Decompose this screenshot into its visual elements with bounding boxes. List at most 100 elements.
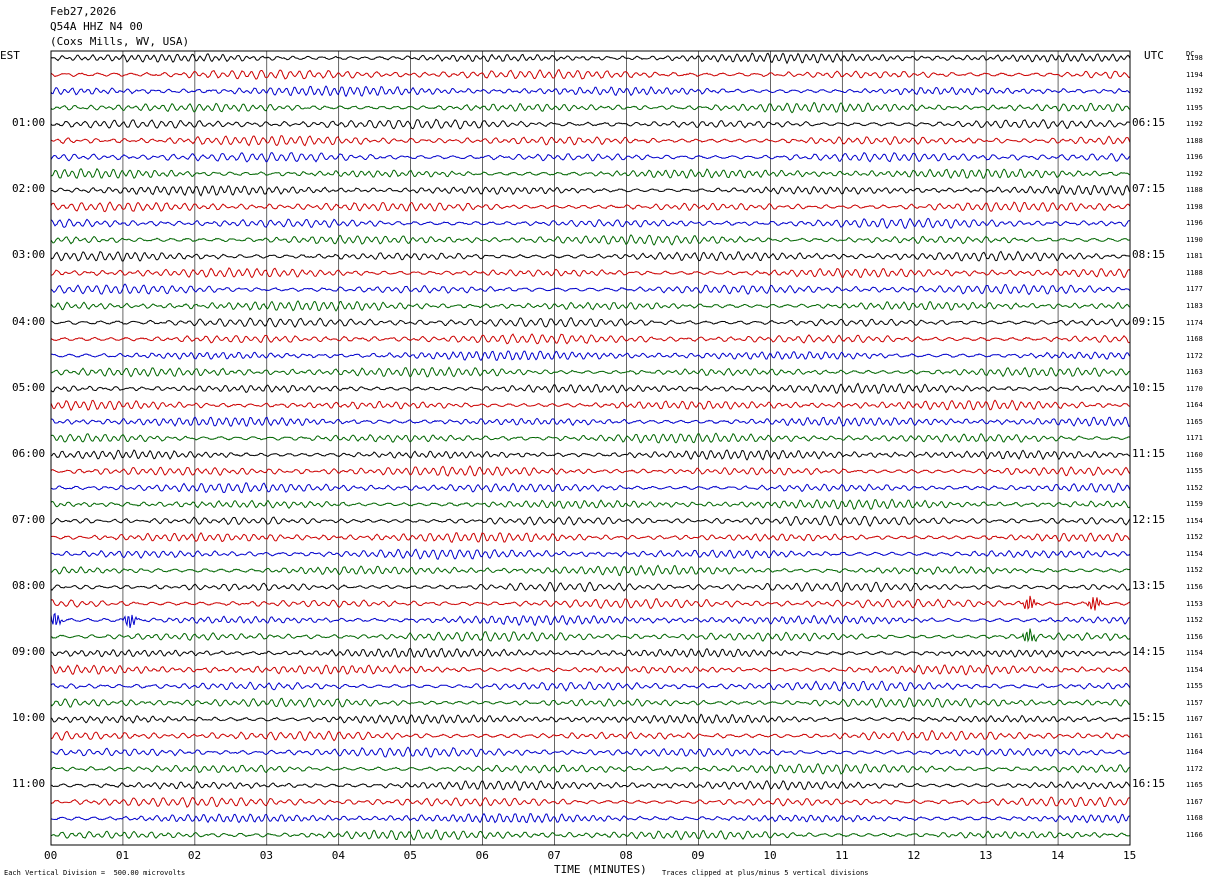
x-tick-label: 13 — [979, 849, 993, 862]
trace-31 — [50, 564, 1131, 577]
x-tick-label: 01 — [115, 849, 130, 862]
trace-46 — [50, 812, 1131, 824]
trace-8 — [50, 184, 1131, 197]
trace-41 — [50, 729, 1131, 742]
trace-18 — [50, 350, 1131, 362]
dc-value: 1157 — [1186, 698, 1203, 707]
clip-note: Traces clipped at plus/minus 5 vertical … — [662, 869, 869, 877]
dc-value: 1171 — [1186, 434, 1203, 443]
trace-21 — [50, 399, 1131, 412]
trace-22 — [50, 415, 1131, 428]
est-hour-label: 09:00 — [12, 645, 46, 659]
dc-value: 1188 — [1186, 136, 1203, 145]
trace-26 — [50, 482, 1131, 494]
dc-value: 1152 — [1186, 566, 1203, 575]
trace-29 — [50, 531, 1131, 543]
trace-9 — [50, 201, 1131, 213]
dc-value: 1177 — [1186, 285, 1203, 294]
trace-33 — [50, 595, 1131, 611]
trace-24 — [50, 449, 1131, 461]
trace-0 — [50, 52, 1131, 65]
trace-13 — [50, 267, 1131, 279]
dc-value: 1196 — [1186, 219, 1203, 228]
trace-16 — [50, 317, 1131, 328]
dc-value: 1153 — [1186, 599, 1203, 608]
dc-value: 1154 — [1186, 549, 1203, 558]
header-station: Q54A HHZ N4 00 — [50, 20, 143, 33]
x-tick-label: 11 — [835, 849, 849, 862]
est-hour-label: 01:00 — [12, 116, 46, 130]
est-hour-label: 04:00 — [12, 314, 46, 328]
x-tick-label: 10 — [763, 849, 777, 862]
dc-value: 1167 — [1186, 797, 1203, 806]
utc-hour-label: 11:15 — [1132, 446, 1166, 460]
dc-value: 1188 — [1186, 268, 1203, 277]
trace-34 — [50, 612, 1131, 629]
trace-20 — [50, 382, 1131, 394]
trace-14 — [50, 283, 1131, 296]
trace-3 — [50, 101, 1131, 114]
dc-value: 1190 — [1186, 235, 1203, 244]
trace-27 — [50, 498, 1131, 511]
utc-hour-label: 07:15 — [1132, 182, 1166, 196]
est-hour-label: 02:00 — [12, 182, 46, 196]
dc-value: 1172 — [1186, 351, 1203, 360]
dc-value: 1163 — [1186, 368, 1203, 377]
dc-value: 1183 — [1186, 301, 1203, 310]
trace-12 — [50, 250, 1131, 262]
dc-value: 1166 — [1186, 831, 1203, 839]
est-label: EST — [0, 49, 20, 62]
trace-15 — [50, 300, 1131, 312]
utc-hour-label: 06:15 — [1132, 116, 1166, 130]
est-hour-label: 11:00 — [12, 777, 46, 791]
header-date: Feb27,2026 — [50, 5, 117, 18]
dc-value: 1168 — [1186, 335, 1203, 344]
trace-37 — [50, 664, 1131, 676]
x-tick-label: 09 — [691, 849, 705, 862]
dc-value: 1161 — [1186, 731, 1203, 740]
minute-gridlines — [122, 51, 1059, 845]
trace-10 — [50, 217, 1131, 230]
trace-5 — [50, 135, 1131, 147]
dc-value: 1174 — [1186, 318, 1203, 327]
trace-7 — [50, 167, 1131, 179]
dc-value: 1152 — [1186, 533, 1203, 542]
dc-value: 1160 — [1186, 450, 1203, 459]
trace-23 — [50, 432, 1131, 444]
est-hour-label: 03:00 — [12, 248, 46, 262]
plot-frame — [50, 50, 1131, 846]
est-hour-label: 07:00 — [12, 512, 46, 526]
seismic-traces — [50, 52, 1131, 841]
dc-value: 1164 — [1186, 748, 1203, 757]
utc-hour-label: 13:15 — [1132, 579, 1166, 593]
x-tick-label: 08 — [619, 849, 633, 862]
trace-43 — [50, 762, 1131, 775]
dc-value: 1152 — [1186, 616, 1203, 625]
x-tick-label: 04 — [331, 849, 345, 862]
x-tick-label: 02 — [187, 849, 202, 862]
trace-32 — [50, 581, 1131, 593]
utc-hour-label: 08:15 — [1132, 248, 1166, 262]
x-tick-label: 15 — [1123, 849, 1137, 862]
dc-value: 1194 — [1186, 70, 1203, 79]
x-tick-label: 06 — [475, 849, 489, 862]
dc-value: 1167 — [1186, 715, 1203, 724]
dc-value: 1152 — [1186, 483, 1203, 492]
x-tick-label: 07 — [547, 849, 561, 862]
dc-value: 1192 — [1186, 169, 1203, 178]
est-hour-label: 05:00 — [12, 380, 46, 394]
dc-value: 1165 — [1186, 781, 1203, 790]
trace-17 — [50, 333, 1131, 345]
x-tick-label: 12 — [907, 849, 921, 862]
trace-4 — [50, 118, 1131, 130]
dc-value: 1196 — [1186, 153, 1203, 162]
trace-11 — [50, 234, 1131, 246]
trace-2 — [50, 85, 1131, 98]
x-axis-label: TIME (MINUTES) — [554, 863, 647, 876]
utc-hour-label: 09:15 — [1132, 314, 1166, 328]
trace-42 — [50, 746, 1131, 758]
est-hour-label: 08:00 — [12, 579, 46, 593]
dc-value: 1181 — [1186, 252, 1203, 261]
dc-value: 1172 — [1186, 764, 1203, 773]
